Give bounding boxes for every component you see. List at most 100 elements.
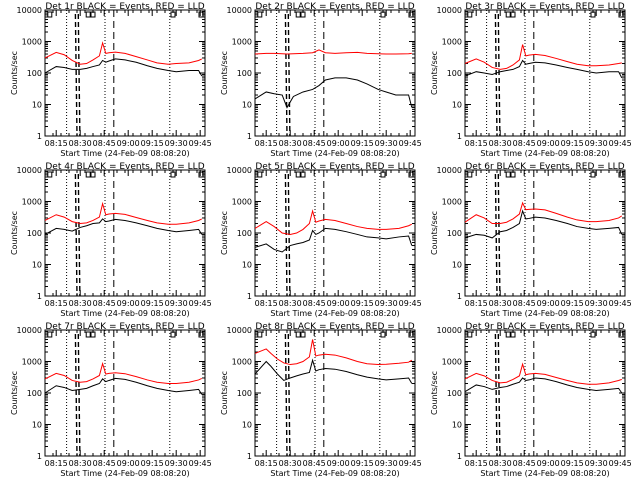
event-marker [90, 331, 96, 338]
event-marker [257, 11, 263, 18]
y-axis-label: Counts/sec [430, 211, 439, 255]
x-tick-label: 09:30 [165, 299, 188, 308]
event-marker [380, 331, 386, 338]
y-tick-label: 100 [237, 69, 252, 78]
y-tick-label: 1 [37, 452, 42, 461]
x-tick-label: 09:45 [399, 139, 422, 148]
x-tick-label: 08:45 [93, 299, 116, 308]
x-axis-label: Start Time (24-Feb-09 08:08:20) [60, 149, 189, 158]
panel-title: Det 5r BLACK = Events, RED = LLD [255, 162, 414, 172]
series-events-line [44, 58, 203, 77]
x-axis-label: Start Time (24-Feb-09 08:08:20) [480, 149, 609, 158]
panel-det-5: Det 5r BLACK = Events, RED = LLD 1 10 100 10… [220, 162, 422, 318]
panel-det-1: Det 1r BLACK = Events, RED = LLD 1 10 100 10… [10, 2, 212, 158]
panel-det-7: Det 7r BLACK = Events, RED = LLD 1 10 100 10… [10, 322, 212, 478]
y-tick-label: 10000 [17, 326, 42, 335]
y-tick-label: 100 [27, 389, 42, 398]
x-tick-label: 09:30 [375, 299, 398, 308]
x-tick-label: 09:45 [609, 459, 632, 468]
event-marker [300, 331, 306, 338]
event-marker [408, 11, 414, 18]
x-tick-label: 08:15 [255, 139, 278, 148]
x-tick-label: 08:45 [303, 139, 326, 148]
event-marker [510, 171, 516, 178]
x-tick-label: 09:15 [141, 139, 164, 148]
x-tick-label: 08:45 [513, 459, 536, 468]
reference-line-dashed [494, 13, 498, 137]
reference-line-dashed [74, 333, 78, 457]
panel-title: Det 4r BLACK = Events, RED = LLD [45, 162, 204, 172]
event-marker [505, 331, 511, 338]
x-tick-label: 09:00 [537, 459, 560, 468]
x-tick-label: 09:45 [189, 139, 212, 148]
y-tick-label: 10 [32, 421, 42, 430]
panel-det-9: Det 9r BLACK = Events, RED = LLD 1 10 100 10… [430, 322, 632, 478]
series-lld-line [254, 339, 413, 366]
x-tick-label: 09:30 [585, 139, 608, 148]
x-tick-label: 08:30 [279, 299, 302, 308]
event-marker [380, 11, 386, 18]
x-tick-label: 08:15 [45, 139, 68, 148]
event-marker [510, 331, 516, 338]
reference-line-dashed [284, 333, 288, 457]
event-marker [198, 11, 204, 18]
event-marker [590, 11, 596, 18]
x-tick-label: 09:45 [399, 299, 422, 308]
event-marker [47, 11, 53, 18]
event-marker [467, 331, 473, 338]
x-tick-label: 09:30 [165, 459, 188, 468]
x-tick-label: 08:45 [513, 139, 536, 148]
y-tick-label: 1000 [232, 358, 252, 367]
y-tick-label: 1000 [22, 358, 42, 367]
x-axis-label: Start Time (24-Feb-09 08:08:20) [270, 309, 399, 318]
x-tick-label: 09:30 [165, 139, 188, 148]
y-tick-label: 100 [27, 229, 42, 238]
y-tick-label: 10 [452, 101, 462, 110]
plot-frame [44, 9, 206, 137]
x-tick-label: 09:30 [375, 139, 398, 148]
event-marker [47, 331, 53, 338]
y-tick-label: 10 [242, 261, 252, 270]
reference-line-dashed [497, 173, 501, 297]
y-tick-label: 10000 [227, 6, 252, 15]
x-tick-label: 08:45 [303, 459, 326, 468]
y-tick-label: 1 [247, 132, 252, 141]
event-marker [590, 331, 596, 338]
x-tick-label: 08:15 [45, 299, 68, 308]
event-marker [85, 331, 91, 338]
y-tick-label: 10 [242, 101, 252, 110]
event-marker [510, 11, 516, 18]
panel-title: Det 1r BLACK = Events, RED = LLD [45, 2, 204, 12]
y-tick-label: 1000 [442, 38, 462, 47]
y-axis-label: Counts/sec [10, 371, 19, 415]
x-tick-label: 09:15 [351, 139, 374, 148]
event-marker [90, 171, 96, 178]
x-tick-label: 09:00 [537, 299, 560, 308]
x-axis-label: Start Time (24-Feb-09 08:08:20) [270, 149, 399, 158]
event-marker [257, 331, 263, 338]
x-tick-label: 09:45 [189, 459, 212, 468]
y-tick-label: 100 [237, 229, 252, 238]
y-tick-label: 10000 [227, 166, 252, 175]
x-tick-label: 08:45 [303, 299, 326, 308]
x-tick-label: 08:30 [69, 459, 92, 468]
y-axis-label: Counts/sec [430, 371, 439, 415]
x-axis-label: Start Time (24-Feb-09 08:08:20) [270, 469, 399, 478]
x-tick-label: 08:30 [489, 299, 512, 308]
series-events-line [254, 227, 413, 253]
x-tick-label: 09:45 [609, 139, 632, 148]
event-marker [380, 171, 386, 178]
panel-title: Det 8r BLACK = Events, RED = LLD [255, 322, 414, 332]
y-tick-label: 1 [247, 292, 252, 301]
x-tick-label: 09:30 [375, 459, 398, 468]
y-axis-label: Counts/sec [220, 211, 229, 255]
series-events-line [254, 77, 413, 109]
y-axis-label: Counts/sec [220, 51, 229, 95]
plot-frame [44, 329, 206, 457]
x-tick-label: 08:45 [93, 459, 116, 468]
y-tick-label: 100 [27, 69, 42, 78]
event-marker [618, 171, 624, 178]
reference-line-dashed [494, 333, 498, 457]
x-tick-label: 09:15 [351, 299, 374, 308]
x-tick-label: 08:15 [465, 459, 488, 468]
